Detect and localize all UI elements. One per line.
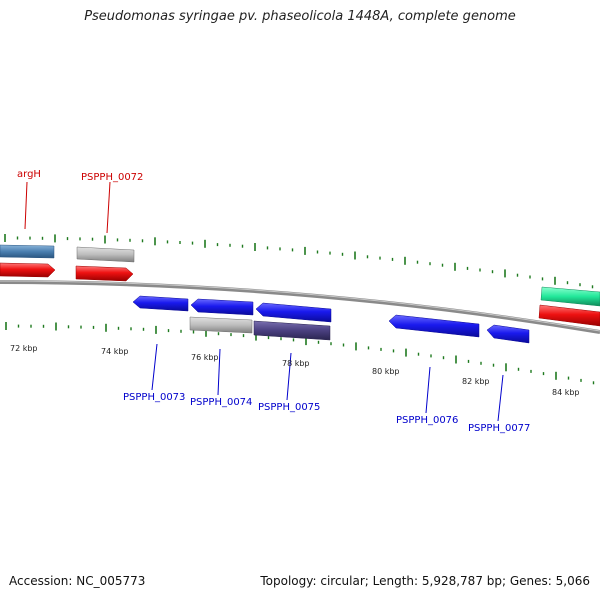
- gene-pspph-0072-block[interactable]: [76, 246, 135, 263]
- kbp-label-82: 82 kbp: [462, 377, 490, 386]
- gene-pspph-0074-arrow[interactable]: [190, 298, 254, 316]
- genome-backbone: [0, 280, 600, 334]
- kbp-label-72: 72 kbp: [10, 344, 38, 353]
- map-title: Pseudomonas syringae pv. phaseolicola 14…: [84, 9, 516, 24]
- kbp-label-74: 74 kbp: [101, 347, 129, 356]
- gene-argh-block[interactable]: [0, 244, 55, 259]
- leader-line-pspph-0076: [425, 366, 431, 414]
- genome-backbone-highlight: [0, 280, 600, 332]
- leader-line-argh: [24, 181, 28, 230]
- upper-tick-row: [4, 234, 594, 289]
- kbp-label-76: 76 kbp: [191, 353, 219, 362]
- gene-label-pspph-0076[interactable]: PSPPH_0076: [396, 415, 458, 426]
- lower-tick-row: [5, 322, 595, 385]
- gene-pspph-0077-arrow[interactable]: [486, 324, 530, 344]
- leader-line-pspph-0075: [286, 352, 292, 401]
- leader-line-pspph-0077: [497, 374, 504, 422]
- gene-pspph-0075-block[interactable]: [253, 320, 331, 341]
- genome-summary-text: Topology: circular; Length: 5,928,787 bp…: [260, 574, 590, 588]
- gene-label-pspph-0072[interactable]: PSPPH_0072: [81, 172, 143, 183]
- gene-pspph-0072-cds-arrow[interactable]: [75, 265, 134, 282]
- leader-line-pspph-0074: [217, 348, 221, 396]
- kbp-label-80: 80 kbp: [372, 367, 400, 376]
- leader-line-pspph-0073: [151, 343, 158, 391]
- gene-pspph-0076-arrow[interactable]: [388, 314, 480, 338]
- kbp-label-78: 78 kbp: [282, 359, 310, 368]
- gene-pspph-0073-arrow[interactable]: [132, 295, 189, 312]
- leader-line-pspph-0072: [106, 181, 111, 234]
- gene-right-teal-block[interactable]: [540, 286, 600, 307]
- accession-text: Accession: NC_005773: [9, 574, 146, 588]
- gene-label-pspph-0074[interactable]: PSPPH_0074: [190, 397, 252, 408]
- gene-pspph-0075-arrow[interactable]: [255, 302, 332, 323]
- gene-label-argh[interactable]: argH: [17, 169, 41, 180]
- gene-pspph-0074-block[interactable]: [189, 316, 253, 334]
- gene-label-pspph-0077[interactable]: PSPPH_0077: [468, 423, 530, 434]
- kbp-label-84: 84 kbp: [552, 388, 580, 397]
- gene-label-pspph-0073[interactable]: PSPPH_0073: [123, 392, 185, 403]
- gene-label-pspph-0075[interactable]: PSPPH_0075: [258, 402, 320, 413]
- gene-right-cds-arrow[interactable]: [538, 304, 600, 327]
- gene-argh-cds-arrow[interactable]: [0, 262, 56, 278]
